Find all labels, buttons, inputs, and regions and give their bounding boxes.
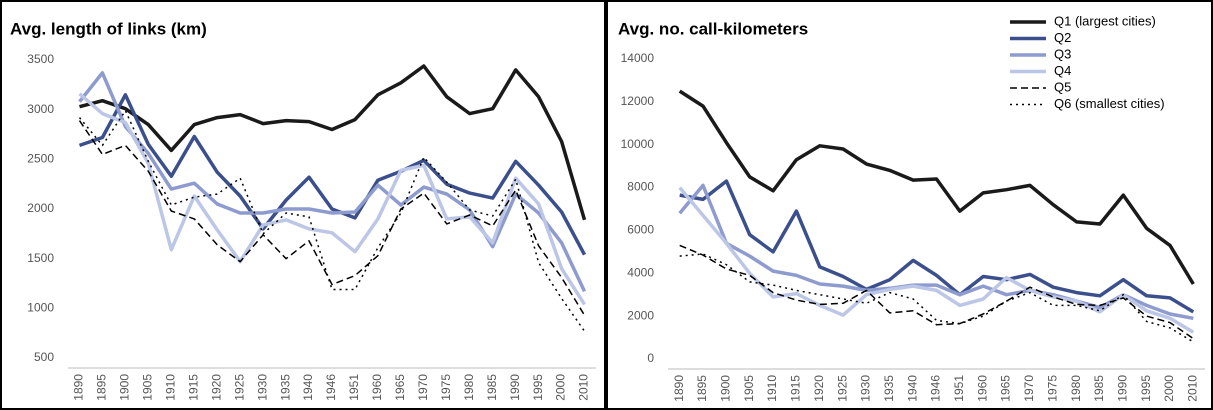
line-series: [678, 89, 1195, 285]
x-tick-label: 1965: [999, 375, 1013, 402]
x-tick-label: 1980: [462, 374, 476, 401]
x-tick-label: 1935: [278, 374, 292, 401]
legend-label: Q3: [1054, 46, 1071, 61]
x-tick-label: 1895: [695, 375, 709, 402]
x-tick-label: 1940: [905, 375, 919, 402]
y-tick-label: 6000: [627, 223, 654, 237]
x-tick-label: 1975: [1045, 375, 1059, 402]
x-tick-label: 1900: [118, 374, 132, 401]
line-series: [678, 183, 1194, 321]
line-series: [79, 64, 587, 221]
x-tick-label: 1985: [1092, 375, 1106, 402]
x-tick-label: 1915: [186, 374, 200, 401]
x-tick-label: 1915: [789, 375, 803, 402]
line-series: [78, 93, 587, 256]
x-tick-label: 1990: [508, 374, 522, 401]
y-tick-label: 500: [34, 350, 54, 364]
x-tick-label: 2000: [1162, 375, 1176, 402]
x-tick-label: 1905: [141, 374, 155, 401]
x-tick-label: 1920: [209, 374, 223, 401]
x-tick-label: 1946: [324, 374, 338, 401]
chart-title: Avg. no. call-kilometers: [618, 19, 808, 38]
x-tick-label: 1960: [975, 375, 989, 402]
line-series: [78, 109, 586, 332]
legend-label: Q5: [1054, 79, 1071, 94]
y-tick-label: 2500: [27, 152, 54, 166]
x-tick-label: 1910: [765, 375, 779, 402]
x-tick-label: 2000: [554, 374, 568, 401]
x-tick-label: 1951: [347, 374, 361, 401]
y-tick-label: 1000: [27, 301, 54, 315]
x-tick-label: 1946: [929, 375, 943, 402]
x-tick-label: 1920: [812, 375, 826, 402]
y-tick-label: 8000: [627, 180, 654, 194]
x-tick-label: 1970: [1022, 375, 1036, 402]
y-tick-label: 4000: [627, 265, 654, 279]
y-tick-label: 2000: [27, 201, 54, 215]
x-tick-label: 1890: [72, 374, 86, 401]
x-tick-label: 1970: [416, 374, 430, 401]
x-tick-label: 1960: [370, 374, 384, 401]
y-tick-label: 0: [647, 351, 654, 365]
line-series: [679, 244, 1194, 340]
panel-border: [606, 0, 1213, 410]
x-tick-label: 1930: [859, 375, 873, 402]
legend-label: Q4: [1054, 63, 1071, 78]
line-series: [679, 253, 1194, 343]
x-tick-label: 1930: [255, 374, 269, 401]
y-tick-label: 3500: [27, 52, 54, 66]
x-tick-label: 1990: [1115, 375, 1129, 402]
x-tick-label: 2010: [577, 374, 591, 401]
panel-border: [0, 0, 606, 410]
y-tick-label: 1500: [27, 251, 54, 265]
x-tick-label: 1900: [719, 375, 733, 402]
x-tick-label: 2010: [1185, 375, 1199, 402]
chart-title: Avg. length of links (km): [10, 19, 207, 38]
line-series: [78, 92, 586, 306]
x-tick-label: 1905: [742, 375, 756, 402]
y-tick-label: 14000: [621, 51, 655, 65]
x-tick-label: 1925: [232, 374, 246, 401]
legend-label: Q1 (largest cities): [1054, 13, 1156, 28]
x-tick-label: 1910: [163, 374, 177, 401]
y-tick-label: 2000: [627, 308, 654, 322]
x-tick-label: 1940: [301, 374, 315, 401]
x-tick-label: 1975: [439, 374, 453, 401]
x-tick-label: 1995: [1139, 375, 1153, 402]
line-series: [78, 120, 586, 316]
x-tick-label: 1951: [952, 375, 966, 402]
x-tick-label: 1925: [835, 375, 849, 402]
legend-label: Q2: [1054, 30, 1071, 45]
legend-label: Q6 (smallest cities): [1054, 96, 1165, 111]
line-series: [679, 179, 1195, 314]
line-series: [78, 71, 587, 293]
y-tick-label: 10000: [621, 137, 655, 151]
x-tick-label: 1985: [485, 374, 499, 401]
y-tick-label: 12000: [621, 94, 655, 108]
x-tick-label: 1890: [672, 375, 686, 402]
x-tick-label: 1895: [95, 374, 109, 401]
x-tick-label: 1980: [1069, 375, 1083, 402]
x-tick-label: 1995: [531, 374, 545, 401]
x-tick-label: 1935: [882, 375, 896, 402]
y-tick-label: 3000: [27, 102, 54, 116]
x-tick-label: 1965: [393, 374, 407, 401]
